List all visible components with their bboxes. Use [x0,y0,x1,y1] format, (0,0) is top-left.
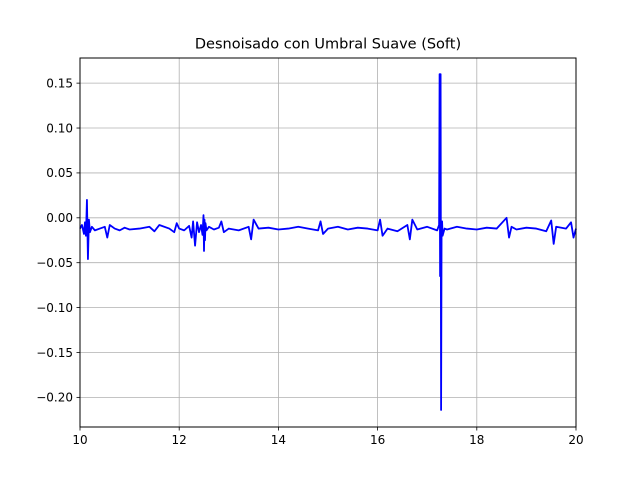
y-tick-label: 0.15 [46,76,73,90]
y-tick-label: −0.15 [36,346,73,360]
x-tick-label: 12 [172,433,187,447]
y-tick-label: 0.10 [46,121,73,135]
y-tick-label: 0.05 [46,166,73,180]
series-layer [79,73,577,411]
ticks: 10 12 14 16 18 20 0.15 0.10 0.05 0.00 −0.05 −0.10 −0… [36,76,583,447]
x-tick-label: 16 [370,433,385,447]
series-line [79,73,577,411]
y-tick-label: −0.05 [36,256,73,270]
plot-frame [79,57,577,428]
chart-title: Desnoisado con Umbral Suave (Soft) [195,37,461,53]
x-tick-label: 10 [72,433,87,447]
x-tick-label: 14 [271,433,286,447]
x-tick-label: 20 [568,433,583,447]
y-tick-label: −0.20 [36,391,73,405]
y-tick-label: −0.10 [36,301,73,315]
x-tick-label: 18 [469,433,484,447]
y-tick-label: 0.00 [46,211,73,225]
